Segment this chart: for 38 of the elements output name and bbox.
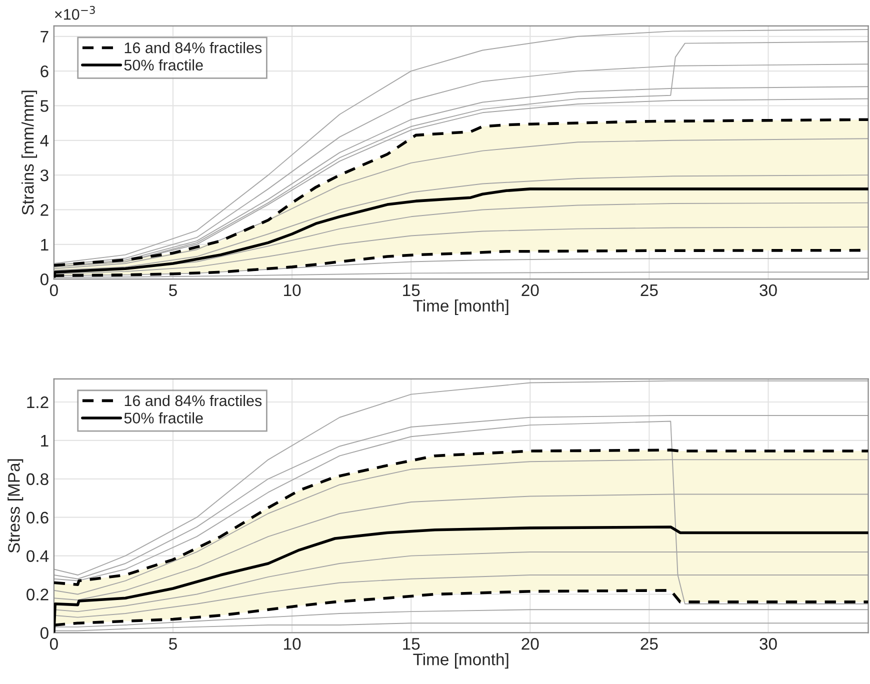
x-tick-label: 20 [522, 284, 539, 296]
y-tick-label: 0 [40, 627, 48, 639]
legend-label: 50% fractile [124, 59, 203, 71]
x-axis-title: Time [month] [413, 299, 508, 316]
x-axis-title: Time [month] [413, 653, 508, 669]
x-tick-label: 30 [760, 284, 777, 296]
x-tick-label: 15 [403, 638, 420, 650]
x-tick-label: 5 [169, 638, 177, 650]
x-tick-label: 0 [50, 284, 58, 296]
y-tick-label: 0.4 [26, 550, 49, 562]
y-tick-label: 0.6 [26, 512, 48, 524]
text: ×10$^{−3}$ [55, 6, 95, 20]
x-tick-label: 0 [50, 638, 58, 650]
x-tick-label: 25 [640, 638, 658, 650]
x-tick-label: 15 [403, 284, 420, 296]
y-tick-label: 2 [40, 204, 48, 216]
y-tick-label: 4 [40, 134, 49, 146]
y-tick-label: 0.2 [26, 588, 48, 600]
legend-label: 50% fractile [124, 412, 203, 424]
legend-label: 16 and 84% fractiles [124, 42, 262, 54]
y-tick-label: 1 [41, 435, 48, 446]
y-axis-title: Strains [mm/mm] [21, 90, 38, 215]
y-tick-label: 0 [40, 273, 48, 286]
x-tick-label: 10 [284, 284, 301, 296]
x-tick-label: 20 [522, 638, 539, 650]
legend-label: 16 and 84% fractiles [124, 394, 262, 406]
y-tick-label: 3 [40, 169, 48, 182]
y-tick-label: 1 [41, 238, 48, 250]
x-tick-label: 10 [284, 638, 301, 650]
y-axis-title: Stress [MPa] [8, 459, 24, 553]
x-tick-label: 5 [169, 284, 177, 296]
y-tick-label: 6 [40, 65, 48, 78]
x-tick-label: 25 [640, 284, 658, 296]
y-tick-label: 1.2 [27, 396, 48, 408]
y-tick-label: 5 [40, 100, 48, 112]
y-tick-label: 7 [40, 30, 48, 42]
y-tick-label: 0.8 [26, 473, 48, 486]
x-tick-label: 30 [760, 638, 777, 650]
